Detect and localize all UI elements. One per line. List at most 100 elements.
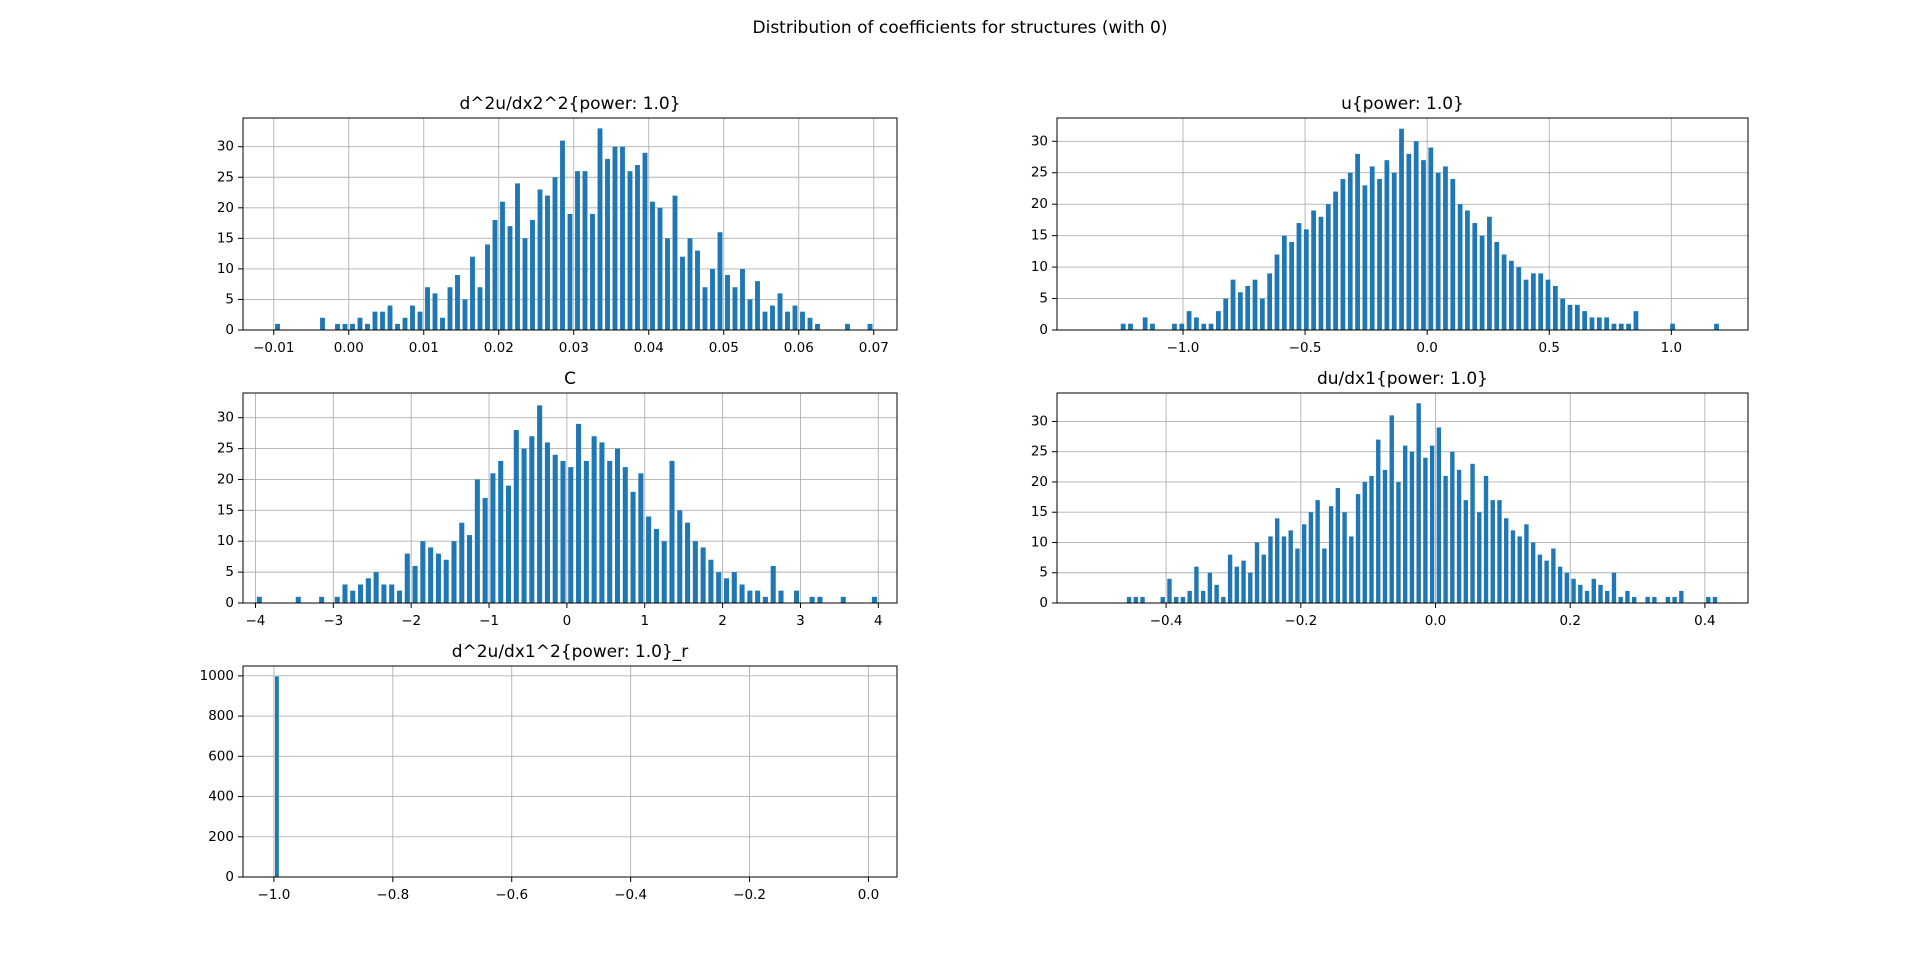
bar <box>1510 530 1516 603</box>
y-tick-label: 15 <box>1031 228 1048 244</box>
bar <box>1142 317 1148 330</box>
x-tick-label: 0.2 <box>1559 613 1580 629</box>
bar <box>515 183 520 330</box>
bar <box>1450 179 1456 330</box>
bar <box>1241 560 1246 603</box>
bar <box>335 323 340 330</box>
bar <box>320 317 325 330</box>
bar <box>1391 172 1397 330</box>
x-tick-label: −0.5 <box>1289 340 1322 356</box>
bar <box>467 535 473 603</box>
bar <box>1545 279 1551 330</box>
bar <box>1490 500 1495 603</box>
bar <box>357 317 363 330</box>
bar <box>1457 204 1463 330</box>
bar <box>505 485 512 603</box>
bar <box>1311 210 1317 330</box>
bar <box>1670 323 1675 330</box>
bar <box>417 311 423 330</box>
bar <box>447 287 453 330</box>
x-tick-label: −2 <box>401 613 421 629</box>
y-tick-label: 10 <box>1031 259 1048 275</box>
bar <box>1456 469 1462 603</box>
bar <box>770 305 775 330</box>
bar <box>1537 554 1543 603</box>
x-tick-label: −0.4 <box>1150 613 1183 629</box>
bar <box>342 584 348 603</box>
x-tick-label: −0.4 <box>614 887 647 903</box>
bar <box>1187 590 1192 603</box>
y-tick-label: 25 <box>1031 444 1048 460</box>
y-tick-label: 20 <box>217 200 234 216</box>
bar <box>432 293 438 330</box>
bar <box>1552 285 1558 330</box>
y-tick-label: 5 <box>1039 565 1048 581</box>
x-tick-label: −0.2 <box>1284 613 1317 629</box>
bar <box>1504 518 1509 603</box>
bar <box>530 220 535 330</box>
bar <box>1384 160 1390 330</box>
y-tick-label: 25 <box>217 169 234 185</box>
bar <box>1252 279 1258 330</box>
bar <box>1487 216 1492 330</box>
y-tick-label: 800 <box>208 708 234 724</box>
bar <box>1403 445 1408 603</box>
bar <box>350 590 356 603</box>
y-tick-label: 10 <box>217 261 234 277</box>
x-tick-label: −4 <box>246 613 266 629</box>
x-tick-label: −0.6 <box>495 887 528 903</box>
bar <box>1396 481 1401 603</box>
bar <box>1517 536 1522 603</box>
bar <box>474 479 480 603</box>
bar <box>498 460 504 603</box>
bar <box>1174 596 1179 603</box>
bar <box>1626 323 1631 330</box>
bar <box>710 268 715 330</box>
bar <box>1538 273 1544 330</box>
bar <box>1201 323 1207 330</box>
bar <box>1369 475 1374 603</box>
bar <box>470 256 475 330</box>
bar <box>404 553 410 603</box>
bar <box>1369 166 1375 330</box>
bar <box>1435 172 1441 330</box>
bar <box>350 323 355 330</box>
bar <box>1652 596 1657 603</box>
y-tick-label: 15 <box>217 230 234 246</box>
bar <box>669 460 675 603</box>
bar <box>507 226 513 330</box>
bar <box>485 244 490 330</box>
bar <box>387 305 393 330</box>
bar <box>1237 292 1243 330</box>
bar <box>1340 179 1346 330</box>
bar <box>1631 596 1637 603</box>
bar <box>1596 317 1602 330</box>
bar <box>410 305 415 330</box>
x-tick-label: 2 <box>718 613 727 629</box>
x-tick-label: 0.02 <box>484 340 514 356</box>
subplot-title: du/dx1{power: 1.0} <box>1317 369 1488 389</box>
bar <box>459 522 465 603</box>
bar <box>817 596 823 603</box>
bar <box>1167 578 1172 603</box>
bar <box>1377 179 1382 330</box>
bar <box>1557 566 1563 603</box>
bar <box>1347 172 1353 330</box>
y-tick-label: 600 <box>208 748 234 764</box>
bar <box>1328 506 1334 603</box>
subplot-title: d^2u/dx1^2{power: 1.0}_r <box>452 642 689 662</box>
axes-frame <box>242 665 898 878</box>
y-tick-label: 1000 <box>200 668 234 684</box>
bar <box>646 516 652 603</box>
bar <box>702 287 708 330</box>
bar <box>1349 536 1354 603</box>
x-tick-label: 1 <box>640 613 649 629</box>
y-tick-label: 15 <box>1031 504 1048 520</box>
bar <box>443 559 449 603</box>
bar <box>1551 548 1556 603</box>
bar <box>275 323 280 330</box>
bar <box>1208 323 1214 330</box>
y-tick-label: 0 <box>1039 322 1048 338</box>
y-tick-label: 5 <box>225 564 234 580</box>
